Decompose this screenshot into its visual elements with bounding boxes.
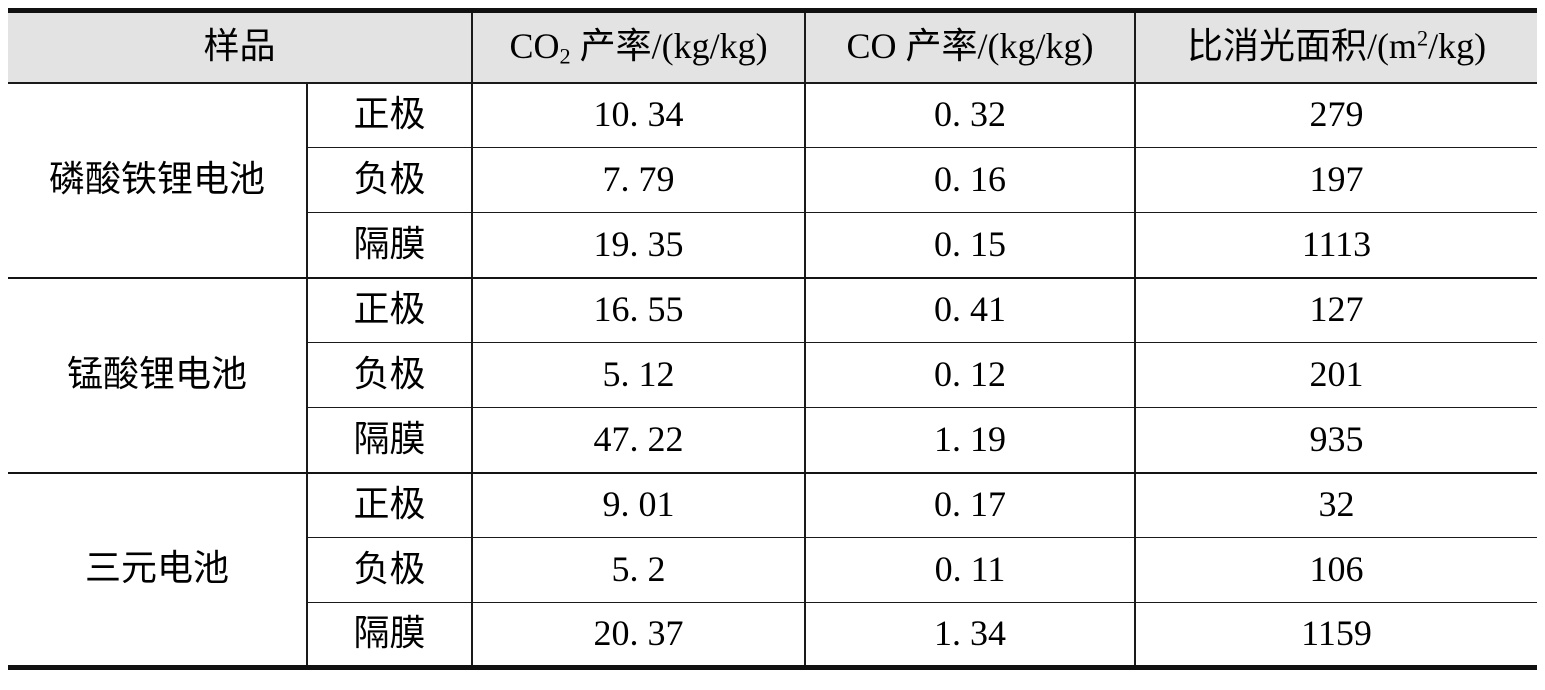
co-value: 1. 34 (804, 602, 1136, 668)
area-value: 201 (1134, 342, 1538, 408)
battery-combustion-table: 样品 CO2 产率/(kg/kg) CO 产率/(kg/kg) 比消光面积/(m… (8, 8, 1538, 670)
area-suffix: /kg) (1428, 26, 1487, 67)
table-row: 负极 7. 79 0. 16 197 (8, 147, 1538, 213)
component-cell: 隔膜 (305, 602, 473, 668)
co-value: 0. 17 (804, 472, 1136, 538)
co2-value: 47. 22 (471, 407, 806, 474)
area-value: 32 (1134, 472, 1538, 538)
co-value: 0. 12 (804, 342, 1136, 408)
co2-value: 5. 2 (471, 537, 806, 603)
header-co-yield: CO 产率/(kg/kg) (804, 10, 1136, 84)
table-row: 磷酸铁锂电池 正极 10. 34 0. 32 279 (8, 82, 1538, 279)
component-cell: 负极 (305, 147, 473, 213)
header-sample: 样品 (8, 10, 473, 84)
area-value: 197 (1134, 147, 1538, 213)
co2-subscript: 2 (559, 44, 571, 70)
area-prefix: 比消光面积/(m (1186, 26, 1417, 67)
table-row: 负极 5. 12 0. 12 201 (8, 342, 1538, 408)
component-cell: 负极 (305, 342, 473, 408)
area-superscript: 2 (1416, 26, 1429, 52)
co2-value: 7. 79 (471, 147, 806, 213)
table-row: 锰酸锂电池 正极 16. 55 0. 41 127 (8, 277, 1538, 474)
co2-suffix: 产率/(kg/kg) (570, 26, 768, 67)
component-cell: 正极 (305, 82, 473, 148)
area-value: 1113 (1134, 212, 1538, 279)
component-cell: 正极 (305, 472, 473, 538)
battery-combustion-table-container: 样品 CO2 产率/(kg/kg) CO 产率/(kg/kg) 比消光面积/(m… (8, 8, 1538, 670)
battery-name-ternary: 三元电池 (8, 472, 307, 669)
header-extinction-area: 比消光面积/(m2/kg) (1134, 10, 1538, 84)
component-cell: 隔膜 (305, 212, 473, 279)
co-value: 0. 41 (804, 277, 1136, 343)
area-value: 279 (1134, 82, 1538, 148)
co2-value: 19. 35 (471, 212, 806, 279)
table-row: 隔膜 19. 35 0. 15 1113 (8, 212, 1538, 279)
table-row: 负极 5. 2 0. 11 106 (8, 537, 1538, 603)
co2-value: 16. 55 (471, 277, 806, 343)
battery-name-lfp: 磷酸铁锂电池 (8, 82, 307, 279)
co-value: 0. 16 (804, 147, 1136, 213)
component-cell: 负极 (305, 537, 473, 603)
header-row: 样品 CO2 产率/(kg/kg) CO 产率/(kg/kg) 比消光面积/(m… (8, 10, 1538, 84)
co2-value: 9. 01 (471, 472, 806, 538)
co-value: 1. 19 (804, 407, 1136, 474)
table-row: 隔膜 47. 22 1. 19 935 (8, 407, 1538, 474)
co2-value: 20. 37 (471, 602, 806, 668)
area-value: 1159 (1134, 602, 1538, 668)
header-co2-yield: CO2 产率/(kg/kg) (471, 10, 806, 84)
co-value: 0. 11 (804, 537, 1136, 603)
co2-value: 5. 12 (471, 342, 806, 408)
table-row: 隔膜 20. 37 1. 34 1159 (8, 602, 1538, 668)
co2-prefix: CO (509, 26, 560, 67)
co-value: 0. 15 (804, 212, 1136, 279)
table-row: 三元电池 正极 9. 01 0. 17 32 (8, 472, 1538, 669)
co2-value: 10. 34 (471, 82, 806, 148)
co-value: 0. 32 (804, 82, 1136, 148)
component-cell: 正极 (305, 277, 473, 343)
area-value: 127 (1134, 277, 1538, 343)
area-value: 935 (1134, 407, 1538, 474)
area-value: 106 (1134, 537, 1538, 603)
battery-name-lmo: 锰酸锂电池 (8, 277, 307, 474)
component-cell: 隔膜 (305, 407, 473, 474)
